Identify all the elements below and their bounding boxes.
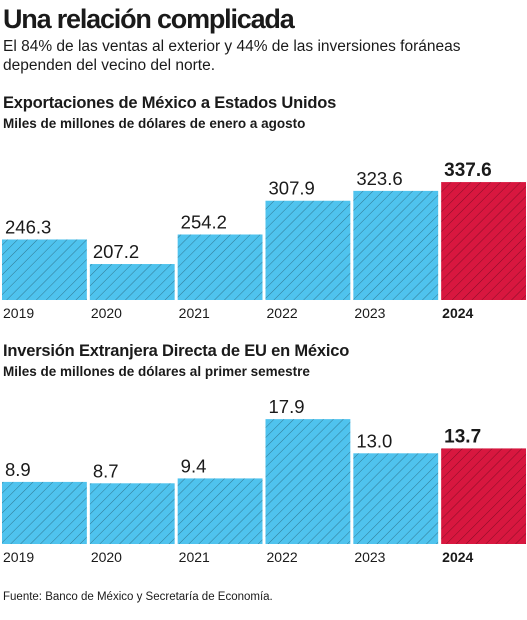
page-title: Una relación complicada (3, 4, 295, 34)
tick-label-2021: 2021 (179, 305, 210, 321)
tick-label-2020: 2020 (91, 549, 122, 565)
value-label-2021: 9.4 (181, 455, 207, 476)
value-label-2020: 207.2 (93, 241, 139, 262)
value-label-2019: 246.3 (5, 216, 51, 237)
chart2-subtitle: Miles de millones de dólares al primer s… (3, 364, 310, 379)
tick-label-2022: 2022 (267, 549, 298, 565)
tick-label-2019: 2019 (3, 305, 34, 321)
bar-2022 (265, 419, 351, 544)
exports-bar-chart: 246.3 2019 207.2 2020 254.2 2021 307.9 2022 323.… (2, 160, 526, 321)
investment-bar-chart: 8.9 2019 8.7 2020 9.4 2021 17.9 2022 13.0 2023 13.… (2, 396, 526, 565)
bar-2020 (89, 483, 175, 544)
source-note: Fuente: Banco de México y Secretaría de … (3, 591, 273, 603)
value-label-2023: 323.6 (356, 168, 402, 189)
value-label-2022: 17.9 (269, 396, 305, 417)
bar-2019 (2, 481, 87, 544)
value-label-2020: 8.7 (93, 460, 119, 481)
chart1-title: Exportaciones de México a Estados Unidos (3, 94, 337, 112)
chart2-title: Inversión Extranjera Directa de EU en Mé… (3, 342, 350, 360)
chart1-subtitle: Miles de millones de dólares de enero a … (3, 116, 306, 131)
bar-2019 (2, 239, 87, 300)
bar-2024 (441, 448, 526, 544)
tick-label-2024: 2024 (442, 305, 473, 321)
tick-label-2020: 2020 (91, 305, 122, 321)
bar-2023 (353, 190, 439, 300)
bar-2021 (177, 234, 263, 300)
tick-label-2022: 2022 (267, 305, 298, 321)
value-label-2019: 8.9 (5, 459, 31, 480)
tick-label-2023: 2023 (354, 549, 385, 565)
bar-2023 (353, 453, 439, 544)
tick-label-2021: 2021 (179, 549, 210, 565)
value-label-2023: 13.0 (356, 430, 392, 451)
tick-label-2024: 2024 (442, 549, 473, 565)
bar-2020 (89, 264, 175, 300)
value-label-2024: 337.6 (444, 160, 492, 181)
bar-2024 (441, 182, 526, 300)
page-subtitle: El 84% de las ventas al exterior y 44% d… (3, 38, 461, 74)
tick-label-2019: 2019 (3, 549, 34, 565)
value-label-2021: 254.2 (181, 212, 227, 233)
bar-2022 (265, 200, 351, 300)
value-label-2024: 13.7 (444, 426, 481, 447)
bar-2021 (177, 478, 263, 544)
value-label-2022: 307.9 (269, 178, 315, 199)
tick-label-2023: 2023 (354, 305, 385, 321)
